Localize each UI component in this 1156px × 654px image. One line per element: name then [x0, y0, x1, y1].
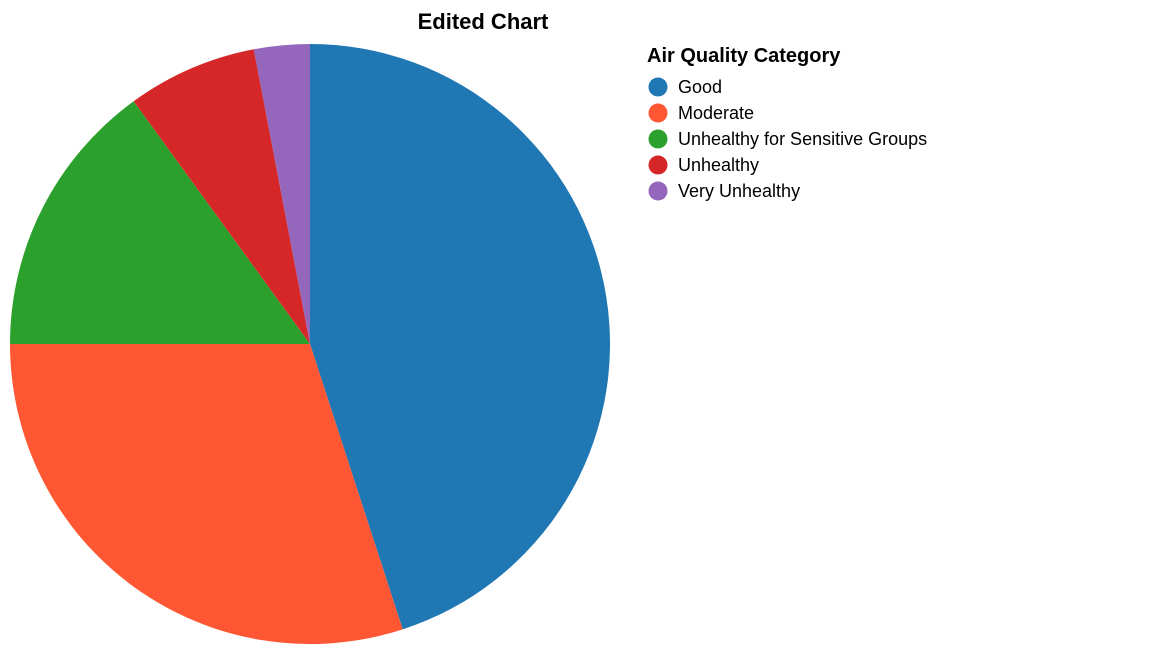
- legend: Air Quality Category Good Moderate Unhealt…: [647, 45, 927, 201]
- legend-label: Unhealthy for Sensitive Groups: [678, 129, 927, 149]
- legend-item-good: Good: [648, 77, 722, 97]
- legend-item-unhealthy-for-sensitive-groups: Unhealthy for Sensitive Groups: [648, 129, 927, 149]
- legend-item-moderate: Moderate: [648, 103, 754, 123]
- legend-swatch: [648, 155, 668, 175]
- legend-label: Unhealthy: [678, 155, 759, 175]
- pie-slice-moderate: [9, 344, 403, 645]
- legend-item-very-unhealthy: Very Unhealthy: [648, 181, 800, 201]
- pie-slice-very-unhealthy: [253, 43, 310, 344]
- legend-item-unhealthy: Unhealthy: [648, 155, 759, 175]
- legend-label: Moderate: [678, 103, 754, 123]
- legend-swatch: [648, 181, 668, 201]
- pie-slices: [9, 43, 611, 645]
- legend-items: Good Moderate Unhealthy for Sensitive Grou…: [648, 77, 927, 201]
- legend-swatch: [648, 129, 668, 149]
- legend-title: Air Quality Category: [647, 45, 841, 67]
- legend-label: Good: [678, 77, 722, 97]
- chart-title: Edited Chart: [418, 9, 549, 34]
- legend-label: Very Unhealthy: [678, 181, 800, 201]
- legend-swatch: [648, 103, 668, 123]
- pie-slice-good: [310, 44, 611, 630]
- pie-slice-unhealthy-for-sensitive-groups: [9, 101, 310, 344]
- legend-swatch: [648, 77, 668, 97]
- pie-slice-unhealthy: [133, 49, 310, 345]
